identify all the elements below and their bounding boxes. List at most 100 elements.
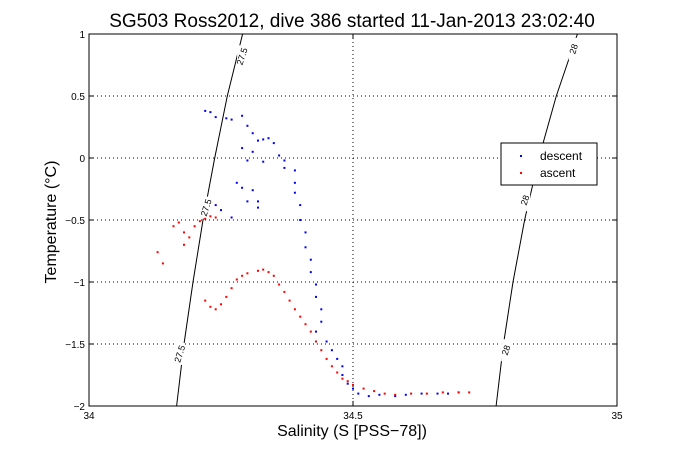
data-point-ascent [209, 305, 212, 308]
data-point-descent [246, 159, 249, 162]
data-point-ascent [341, 377, 344, 380]
data-point-descent [272, 142, 275, 145]
data-point-descent [283, 159, 286, 162]
data-point-ascent [193, 225, 196, 228]
data-point-descent [299, 204, 302, 207]
data-point-ascent [293, 308, 296, 311]
data-point-descent [209, 111, 212, 114]
data-point-descent [320, 320, 323, 323]
data-point-ascent [346, 380, 349, 383]
data-point-ascent [267, 271, 270, 274]
contour-label-bg [237, 45, 248, 68]
data-point-descent [235, 181, 238, 184]
data-point-descent [214, 116, 217, 119]
data-point-descent [293, 181, 296, 184]
data-point-descent [404, 393, 407, 396]
data-point-ascent [441, 391, 444, 394]
data-point-ascent [272, 274, 275, 277]
data-point-ascent [299, 315, 302, 318]
data-point-ascent [373, 390, 376, 393]
data-point-ascent [383, 392, 386, 395]
data-point-ascent [315, 340, 317, 343]
data-point-descent [330, 349, 333, 352]
data-point-descent [346, 382, 349, 385]
x-tick-label: 34.5 [343, 411, 363, 422]
contour-label: 27.5 [172, 344, 187, 364]
series-ascent [156, 215, 471, 396]
data-point-descent [230, 216, 233, 219]
data-point-descent [278, 154, 281, 157]
data-point-descent [420, 392, 423, 395]
data-point-descent [299, 219, 302, 221]
contour-label: 28 [519, 194, 532, 207]
data-point-ascent [188, 236, 191, 239]
data-point-descent [204, 109, 207, 112]
data-point-ascent [468, 391, 471, 394]
data-point-ascent [204, 217, 207, 220]
y-tick-label: −0.5 [65, 216, 85, 227]
data-point-ascent [172, 225, 175, 228]
data-point-descent [241, 147, 244, 150]
legend[interactable]: descent ascent [500, 142, 598, 186]
data-point-ascent [220, 303, 222, 306]
data-point-ascent [156, 251, 159, 254]
data-point-descent [436, 392, 439, 395]
data-point-descent [315, 283, 317, 286]
series-descent [204, 109, 460, 398]
data-point-ascent [325, 357, 328, 360]
data-point-descent [251, 132, 254, 135]
data-point-ascent [183, 243, 185, 246]
data-point-ascent [235, 278, 238, 281]
data-point-descent [220, 209, 222, 212]
data-point-ascent [309, 330, 312, 333]
data-point-ascent [209, 215, 212, 218]
data-point-ascent [283, 290, 286, 293]
density-contours: 27.5 27.5 27.5 28 28 28 [172, 33, 580, 407]
data-point-ascent [320, 349, 323, 352]
data-point-descent [251, 189, 254, 192]
data-point-descent [309, 258, 312, 261]
legend-label-descent: descent [540, 149, 583, 163]
data-point-descent [246, 124, 249, 127]
data-point-descent [357, 392, 360, 395]
data-point-ascent [336, 371, 339, 374]
chart-title: SG503 Ross2012, dive 386 started 11-Jan-… [109, 11, 595, 32]
data-point-descent [251, 150, 254, 153]
data-point-ascent [410, 392, 413, 395]
legend-box [500, 142, 598, 186]
data-point-descent [315, 295, 317, 298]
data-point-ascent [457, 391, 460, 394]
data-point-ascent [225, 295, 228, 298]
data-point-ascent [241, 274, 244, 277]
data-point-ascent [304, 323, 307, 326]
x-tick-label: 35 [611, 411, 623, 422]
data-point-ascent [214, 308, 217, 311]
data-point-ascent [288, 299, 291, 302]
data-point-descent [325, 340, 328, 343]
contour-label-bg [201, 196, 212, 219]
data-point-descent [257, 200, 259, 203]
x-tick-label: 34 [83, 411, 95, 422]
data-point-descent [341, 374, 344, 376]
data-point-descent [341, 365, 344, 368]
contour-label: 28 [500, 344, 513, 357]
data-point-descent [262, 160, 265, 163]
data-point-ascent [204, 299, 207, 302]
contour-label-bg [501, 339, 512, 362]
y-axis-label: Temperature (°C) [43, 161, 60, 284]
y-tick-label: −1.5 [65, 340, 85, 351]
data-point-ascent [330, 365, 333, 368]
data-point-descent [304, 231, 307, 234]
data-point-descent [262, 138, 265, 141]
data-point-descent [367, 395, 370, 398]
contour-label-bg [174, 342, 185, 365]
data-point-descent [267, 137, 270, 140]
data-point-ascent [177, 221, 180, 224]
data-point-descent [378, 393, 381, 396]
data-point-ascent [161, 262, 164, 265]
y-tick-label: −2 [74, 402, 86, 413]
legend-marker-ascent [520, 172, 522, 174]
contour-label-bg [568, 37, 579, 60]
